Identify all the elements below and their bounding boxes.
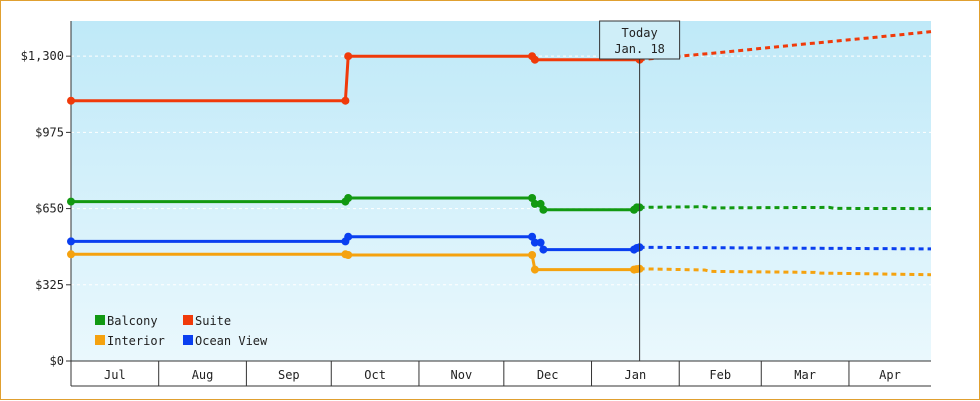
series-forecast-ocean-view [639,245,932,251]
data-point-interior [528,251,537,259]
series-forecast-suite [639,30,932,62]
today-marker: Today Jan. 18 [599,20,681,361]
month-label: Sep [278,368,300,382]
today-date-label: Jan. 18 [614,42,665,56]
data-point-interior [67,250,75,259]
month-label: Jan [625,368,647,382]
y-tick-label: $0 [50,354,64,368]
data-point-balcony [530,199,539,208]
y-tick-label: $975 [35,125,64,139]
month-label: Jul [104,368,126,382]
y-tick-label: $325 [35,278,64,292]
month-label: Aug [192,368,214,382]
legend-swatch-suite [183,315,193,325]
axes: $0 $325 $650 $975 $1,300 Jul Aug Sep Oct Nov Dec Ja… [21,21,931,387]
data-point-ocean-view [67,237,75,246]
month-label: Oct [364,368,386,382]
data-point-suite [530,55,539,64]
data-point-suite [67,96,75,105]
month-label: Feb [709,368,731,382]
data-point-interior [530,265,539,274]
legend-swatch-interior [95,335,105,345]
month-label: Apr [879,368,901,382]
data-point-ocean-view [344,232,353,241]
legend-swatch-balcony [95,315,105,325]
data-point-suite [344,52,353,61]
y-tick-label: $650 [35,202,64,216]
today-label-box [599,20,681,60]
today-label: Today [622,26,658,40]
series-line-suite [71,54,640,103]
plot-area [71,21,931,361]
data-point-ocean-view [530,238,539,247]
month-label: Dec [537,368,559,382]
series-forecast-interior [639,267,932,277]
series-forecast-balcony [639,205,932,211]
data-point-ocean-view [539,245,548,254]
series-lines [67,30,932,277]
legend-swatch-ocean-view [183,335,193,345]
legend-label-suite: Suite [195,314,231,328]
data-point-balcony [539,205,548,214]
data-point-balcony [67,197,75,206]
y-tick-label: $1,300 [21,49,64,63]
legend-label-balcony: Balcony [107,314,158,328]
month-label: Mar [794,368,816,382]
data-point-ocean-view [536,238,545,247]
data-point-interior [344,251,353,259]
legend-label-ocean-view: Ocean View [195,334,268,348]
data-point-balcony [344,194,353,202]
legend-label-interior: Interior [107,334,165,348]
legend: Balcony Suite Interior Ocean View [95,314,268,348]
month-label: Nov [451,368,473,382]
data-point-suite [341,96,350,105]
